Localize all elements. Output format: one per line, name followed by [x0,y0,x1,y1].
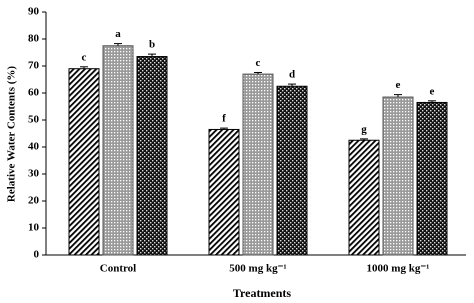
bar [416,101,448,256]
error-bar [254,71,262,75]
bar [276,85,308,256]
error-bar [220,127,228,130]
x-tick-label: Control [100,263,136,275]
error-bar [394,94,402,98]
bar [348,139,380,256]
significance-letter: g [361,123,367,135]
bar [68,68,100,256]
x-tick-label: 500 mg kg⁻¹ [229,263,286,275]
significance-letter: a [115,28,121,40]
y-tick-label: 80 [28,33,40,45]
error-bar [148,53,156,57]
bar [136,56,168,256]
y-axis-title: Relative Water Contents (%) [6,66,18,202]
y-tick-label: 0 [34,249,40,261]
error-bar [288,83,296,87]
error-bar [360,138,368,141]
y-tick-label: 20 [28,195,40,207]
y-tick-label: 90 [28,6,40,18]
error-bar [428,100,436,103]
significance-letter: f [222,113,226,125]
significance-letter: d [289,69,295,81]
significance-letter: e [430,85,435,97]
y-tick-label: 50 [28,114,40,126]
x-axis-title: Treatments [233,286,292,300]
y-tick-label: 60 [28,87,40,99]
significance-letter: c [256,57,261,69]
y-tick-label: 30 [28,168,40,180]
bar [208,128,240,256]
error-bar [114,43,122,46]
bar [382,96,414,256]
significance-letter: c [82,51,87,63]
significance-letter: e [396,79,401,91]
error-bar [80,66,88,69]
y-tick-label: 10 [28,222,40,234]
bar [242,73,274,256]
x-tick-label: 1000 mg kg⁻¹ [367,263,430,275]
y-tick-label: 40 [28,141,40,153]
significance-letter: b [149,39,155,51]
y-tick-label: 70 [28,60,40,72]
bar [102,45,134,256]
